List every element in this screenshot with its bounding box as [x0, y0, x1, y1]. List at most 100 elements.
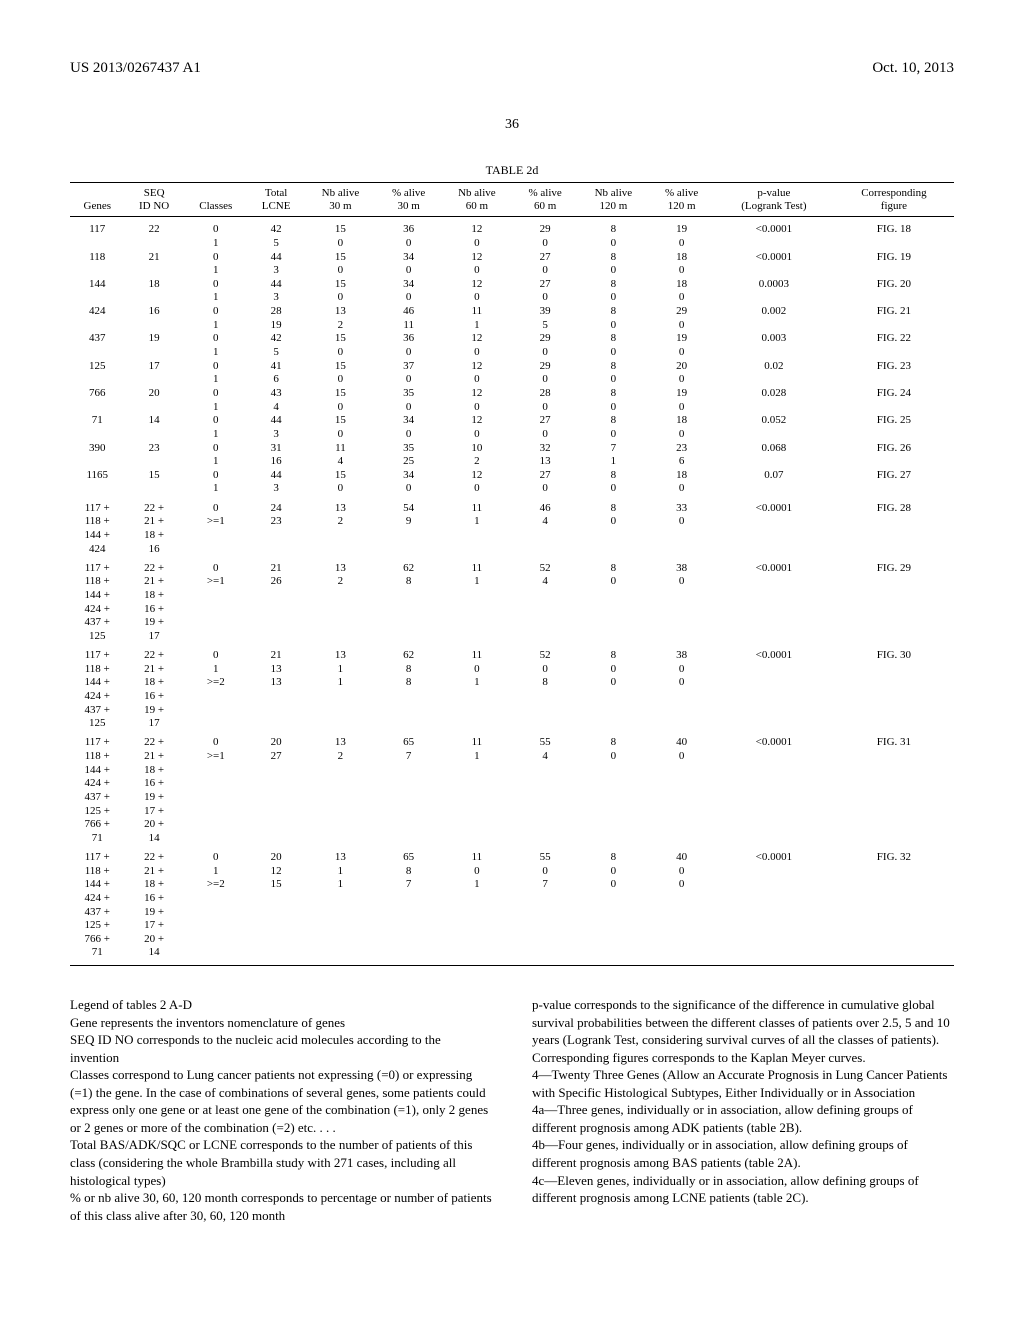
table-cell — [304, 831, 376, 845]
table-cell: 0 — [577, 400, 649, 414]
table-cell — [714, 749, 834, 763]
table-cell — [577, 602, 649, 616]
table-cell: 125 + — [70, 919, 125, 933]
table-cell: 0 — [577, 482, 649, 496]
table-cell — [834, 528, 954, 542]
table-cell — [441, 717, 513, 731]
table-cell: 32 — [513, 441, 578, 455]
table-cell: 27 — [513, 468, 578, 482]
table-cell — [577, 542, 649, 556]
legend-section: Legend of tables 2 A-D Gene represents t… — [70, 996, 954, 1224]
table-cell — [304, 804, 376, 818]
table-cell: 15 — [304, 332, 376, 346]
table-cell: 1 — [184, 236, 248, 250]
table-title: TABLE 2d — [70, 163, 954, 178]
table-row: 7114 — [70, 946, 954, 966]
table-cell: 11 — [441, 305, 513, 319]
table-cell: 117 + — [70, 496, 125, 515]
table-cell: 15 — [304, 468, 376, 482]
table-cell — [513, 831, 578, 845]
table-cell — [441, 905, 513, 919]
table-cell — [649, 818, 714, 832]
table-body: 1172204215361229819<0.0001FIG. 181500000… — [70, 217, 954, 966]
table-cell: 19 — [649, 386, 714, 400]
table-cell: 44 — [248, 277, 305, 291]
table-cell: 40 — [649, 730, 714, 749]
table-cell: 18 — [649, 414, 714, 428]
table-cell: 8 — [577, 730, 649, 749]
table-cell: 44 — [248, 414, 305, 428]
table-cell: 2 — [304, 749, 376, 763]
table-cell: 0 — [577, 318, 649, 332]
table-cell: 0 — [184, 496, 248, 515]
table-cell: 21 + — [125, 575, 184, 589]
table-cell: 21 — [248, 556, 305, 575]
table-cell — [649, 946, 714, 966]
table-cell — [376, 777, 441, 791]
table-cell: 16 + — [125, 777, 184, 791]
table-cell: <0.0001 — [714, 250, 834, 264]
table-cell — [184, 946, 248, 966]
table-header-cell: Nb alive30 m — [304, 183, 376, 217]
table-cell: 125 — [70, 629, 125, 643]
table-cell — [834, 588, 954, 602]
table-row: 1182104415341227818<0.0001FIG. 19 — [70, 250, 954, 264]
table-cell: 13 — [304, 730, 376, 749]
table-cell — [649, 891, 714, 905]
table-cell: 36 — [376, 332, 441, 346]
table-cell: 424 — [70, 542, 125, 556]
table-cell — [649, 629, 714, 643]
table-cell: 4 — [513, 575, 578, 589]
table-cell — [714, 946, 834, 966]
table-cell — [714, 528, 834, 542]
table-cell: 19 — [125, 332, 184, 346]
table-row: 1192111500 — [70, 318, 954, 332]
table-cell — [184, 763, 248, 777]
table-cell — [834, 932, 954, 946]
table-cell — [376, 689, 441, 703]
table-cell — [714, 427, 834, 441]
table-cell: 8 — [577, 386, 649, 400]
table-cell: 27 — [513, 414, 578, 428]
table-cell — [184, 528, 248, 542]
table-cell: 19 + — [125, 905, 184, 919]
table-cell: 0 — [304, 236, 376, 250]
table-cell: 46 — [513, 496, 578, 515]
table-cell: 437 + — [70, 790, 125, 804]
table-cell: 7 — [376, 749, 441, 763]
table-cell: 0 — [513, 482, 578, 496]
table-cell: 44 — [248, 468, 305, 482]
table-cell — [248, 602, 305, 616]
table-cell — [184, 932, 248, 946]
table-cell — [376, 919, 441, 933]
table-cell: 43 — [248, 386, 305, 400]
table-cell — [834, 878, 954, 892]
table-cell: 11 — [441, 643, 513, 662]
table-cell: 13 — [248, 662, 305, 676]
table-cell — [441, 763, 513, 777]
table-cell: 20 — [248, 845, 305, 864]
table-cell: 0 — [441, 482, 513, 496]
table-cell: 1 — [441, 749, 513, 763]
table-cell: 144 + — [70, 528, 125, 542]
table-cell — [834, 703, 954, 717]
table-cell: 4 — [304, 455, 376, 469]
table-cell: 0 — [577, 291, 649, 305]
table-cell: 0 — [441, 427, 513, 441]
table-cell: 1 — [304, 878, 376, 892]
table-cell — [577, 804, 649, 818]
table-cell: 3 — [248, 482, 305, 496]
table-cell — [441, 777, 513, 791]
table-cell — [834, 905, 954, 919]
table-cell: 0 — [577, 515, 649, 529]
table-cell: 13 — [304, 845, 376, 864]
table-cell — [304, 616, 376, 630]
section-4: 4—Twenty Three Genes (Allow an Accurate … — [532, 1066, 954, 1101]
table-cell: 71 — [70, 414, 125, 428]
legend-p1: Gene represents the inventors nomenclatu… — [70, 1014, 492, 1032]
table-cell: 18 + — [125, 588, 184, 602]
table-row: 144 +18 + — [70, 528, 954, 542]
table-cell: 26 — [248, 575, 305, 589]
table-cell: 8 — [577, 468, 649, 482]
table-cell: 0 — [577, 264, 649, 278]
